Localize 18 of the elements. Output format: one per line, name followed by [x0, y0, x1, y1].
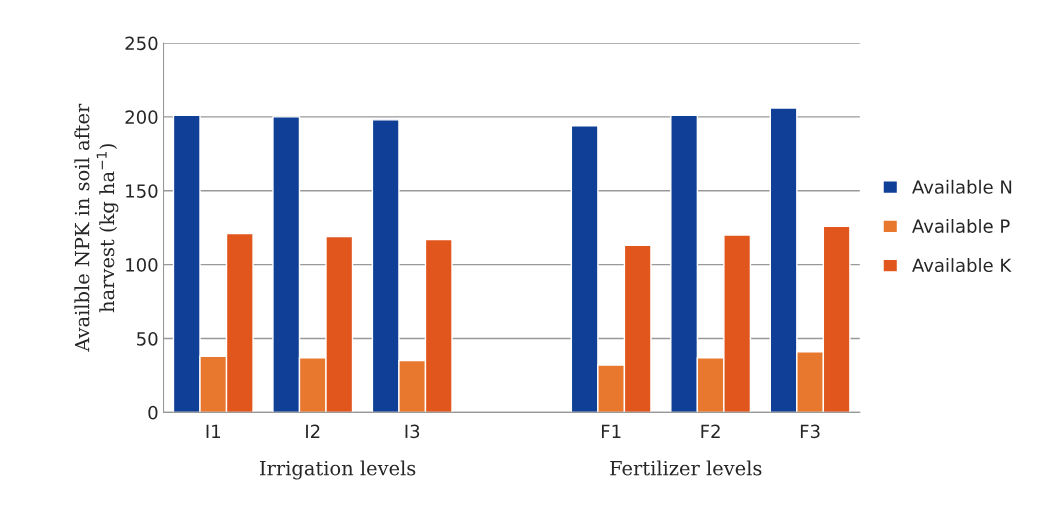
y-axis-title: Availble NPK in soil after harvest (kg ha$^{−1}$) — [74, 103, 119, 352]
x-tick-label: F1 — [601, 424, 621, 438]
y-tick-label: 50 — [137, 331, 158, 346]
y-tick-label: 100 — [126, 258, 158, 272]
text: Irrigation levels — [259, 460, 416, 480]
x-tick-label: I1 — [206, 424, 220, 438]
legend-label: Available N — [912, 179, 1012, 194]
legend-label: Available K — [912, 258, 1012, 273]
y-tick-label: 0 — [148, 405, 158, 420]
x-tick-label: F2 — [701, 424, 720, 438]
y-tick-label: 200 — [125, 110, 158, 124]
x-tick-label: I3 — [405, 424, 420, 439]
y-tick-label: 150 — [126, 184, 158, 198]
y-tick-label: 250 — [125, 36, 158, 51]
text: Fertilizer levels — [610, 460, 762, 476]
x-tick-label: F3 — [800, 424, 820, 439]
legend-label: Available P — [912, 218, 1010, 233]
x-tick-label: I2 — [306, 424, 320, 438]
